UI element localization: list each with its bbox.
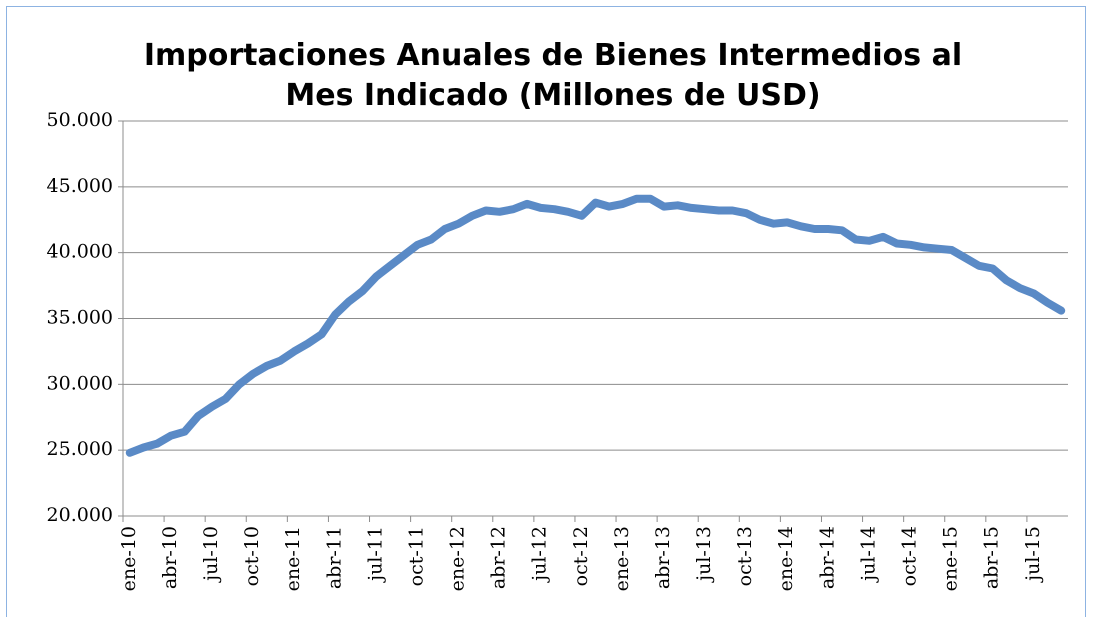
x-tick-label: abr-13: [652, 526, 674, 589]
data-line: [125, 194, 1066, 457]
x-tick-label: jul-10: [200, 526, 222, 583]
x-tick-label: oct-14: [899, 526, 921, 586]
x-tick-label: ene-11: [282, 526, 304, 591]
x-tick-label: jul-14: [857, 526, 879, 583]
x-tick-label: abr-10: [159, 526, 181, 589]
x-tick-label: ene-13: [611, 526, 633, 591]
x-tick-label: oct-11: [405, 526, 427, 586]
x-tick-label: oct-13: [734, 526, 756, 586]
x-tick-label: abr-14: [816, 526, 838, 589]
y-tick-label: 35.000: [47, 307, 113, 329]
x-tick-label: jul-12: [529, 526, 551, 583]
y-tick-label: 40.000: [47, 241, 113, 263]
x-tick-label: abr-15: [981, 526, 1003, 589]
chart-title: Importaciones Anuales de Bienes Intermed…: [143, 38, 963, 113]
y-tick-label: 45.000: [47, 175, 113, 197]
y-tick-label: 25.000: [47, 438, 113, 460]
x-tick-label: jul-11: [364, 526, 386, 583]
x-tick-label: oct-10: [241, 526, 263, 586]
y-tick-label: 30.000: [47, 372, 113, 394]
x-tick-label: ene-14: [775, 526, 797, 591]
chart-frame: [6, 6, 1086, 617]
y-tick-label: 50.000: [47, 109, 113, 131]
x-tick-label: ene-12: [447, 526, 469, 591]
x-tick-label: jul-13: [693, 526, 715, 583]
x-tick-label: ene-15: [940, 526, 962, 591]
x-tick-label: ene-10: [118, 526, 140, 591]
x-tick-label: jul-15: [1022, 526, 1044, 583]
x-tick-label: abr-12: [488, 526, 510, 589]
x-tick-label: abr-11: [323, 526, 345, 589]
x-tick-label: oct-12: [570, 526, 592, 586]
y-tick-label: 20.000: [47, 504, 113, 526]
